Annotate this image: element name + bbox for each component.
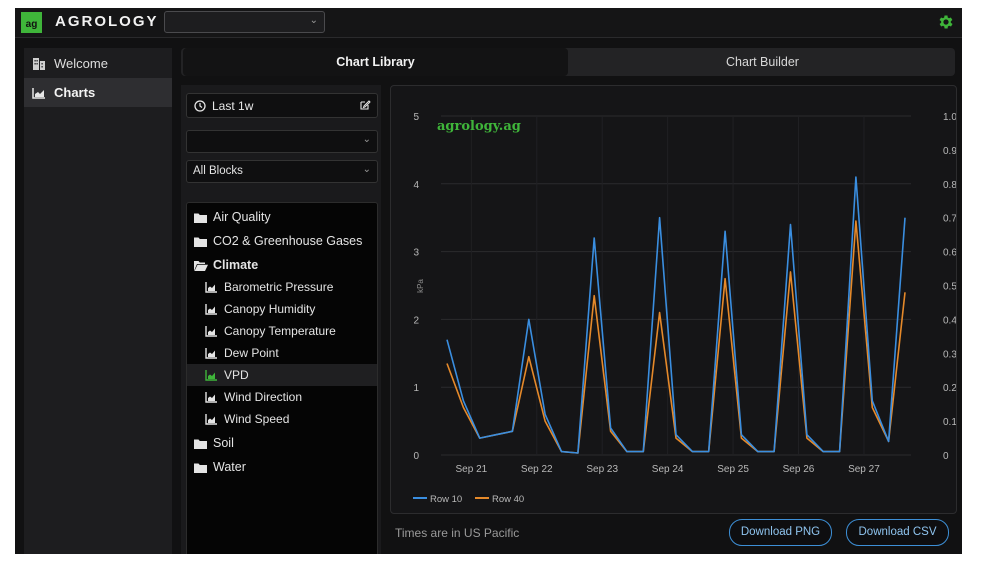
y-axis-label: kPa xyxy=(416,279,425,293)
x-tick-label: Sep 27 xyxy=(848,464,880,475)
top-bar: ag AGROLOGY ⌄ xyxy=(15,8,962,38)
tree-label: Canopy Temperature xyxy=(224,324,336,338)
block-select[interactable]: All Blocks ⌄ xyxy=(186,160,378,183)
app-window: ag AGROLOGY ⌄ Welcome Charts xyxy=(15,8,962,554)
area-chart-icon xyxy=(205,281,217,293)
area-chart-icon xyxy=(205,303,217,315)
download-csv-button[interactable]: Download CSV xyxy=(846,519,949,546)
area-chart-icon xyxy=(32,87,45,99)
tree-folder-water[interactable]: Water xyxy=(187,456,377,478)
y-tick-label: 3 xyxy=(413,248,419,259)
time-range-picker[interactable]: Last 1w xyxy=(186,93,378,118)
tree-label: Dew Point xyxy=(224,346,279,360)
chart-tabs: Chart Library Chart Builder xyxy=(181,48,955,76)
legend-label: Row 10 xyxy=(430,494,462,505)
time-range-label: Last 1w xyxy=(212,98,254,113)
tree-folder-soil[interactable]: Soil xyxy=(187,432,377,454)
tree-label: Barometric Pressure xyxy=(224,280,334,294)
tree-label: CO2 & Greenhouse Gases xyxy=(213,234,363,248)
tree-label: Water xyxy=(213,460,246,474)
tree-label: Soil xyxy=(213,436,234,450)
clock-icon xyxy=(194,99,206,112)
y-tick-label: 0 xyxy=(413,451,419,462)
y2-tick-label: 1.0 xyxy=(943,112,956,123)
chart-watermark: agrology.ag xyxy=(437,119,521,134)
area-chart-icon xyxy=(205,413,217,425)
tree-folder-climate[interactable]: Climate xyxy=(187,254,377,276)
sidebar-item-label: Welcome xyxy=(54,56,108,71)
tree-label: Wind Direction xyxy=(224,390,303,404)
x-tick-label: Sep 22 xyxy=(521,464,553,475)
area-chart-icon xyxy=(205,325,217,337)
vpd-line-chart[interactable]: 0 1 2 3 4 5 0 0.1 0.2 0.3 0.4 0.5 0.6 0.7 0.8 0.9 1.0 kPa… xyxy=(391,86,957,513)
y2-tick-label: 0.3 xyxy=(943,349,956,360)
farm-select[interactable]: ⌄ xyxy=(186,130,378,153)
area-chart-icon xyxy=(205,347,217,359)
tree-item-barometric-pressure[interactable]: Barometric Pressure xyxy=(187,276,377,298)
sidebar: Welcome Charts xyxy=(24,48,172,554)
y2-tick-label: 0.1 xyxy=(943,417,956,428)
sidebar-item-charts[interactable]: Charts xyxy=(24,78,172,107)
tab-chart-builder[interactable]: Chart Builder xyxy=(726,55,799,69)
y2-tick-label: 0.6 xyxy=(943,248,956,259)
x-tick-label: Sep 26 xyxy=(783,464,815,475)
site-select[interactable]: ⌄ xyxy=(164,11,325,33)
y2-tick-label: 0.2 xyxy=(943,383,956,394)
tree-label: VPD xyxy=(224,368,249,382)
tree-folder-co2[interactable]: CO2 & Greenhouse Gases xyxy=(187,230,377,252)
y-tick-label: 4 xyxy=(413,180,419,191)
tree-folder-air-quality[interactable]: Air Quality xyxy=(187,206,377,228)
y2-tick-label: 0.5 xyxy=(943,282,956,293)
chart-panel: 0 1 2 3 4 5 0 0.1 0.2 0.3 0.4 0.5 0.6 0.7 0.8 0.9 1.0 kPa… xyxy=(390,85,957,514)
chart-category-tree: Air Quality CO2 & Greenhouse Gases Clima… xyxy=(186,202,378,554)
tree-label: Climate xyxy=(213,258,259,272)
tree-label: Canopy Humidity xyxy=(224,302,316,316)
tab-chart-library[interactable]: Chart Library xyxy=(183,48,568,76)
y-tick-label: 2 xyxy=(413,315,419,326)
agrology-logo[interactable]: ag xyxy=(21,12,42,33)
x-tick-label: Sep 21 xyxy=(456,464,488,475)
gear-icon[interactable] xyxy=(937,13,955,31)
y-tick-label: 1 xyxy=(413,383,419,394)
folder-icon xyxy=(194,237,207,247)
y2-tick-label: 0.7 xyxy=(943,214,956,225)
chart-library-panel: Last 1w ⌄ All Blocks ⌄ Air Quality CO2 &… xyxy=(181,85,381,554)
timezone-note: Times are in US Pacific xyxy=(395,526,520,540)
x-tick-label: Sep 23 xyxy=(586,464,618,475)
y2-tick-label: 0.9 xyxy=(943,146,956,157)
download-png-button[interactable]: Download PNG xyxy=(729,519,832,546)
chevron-down-icon: ⌄ xyxy=(309,15,318,26)
sidebar-item-welcome[interactable]: Welcome xyxy=(24,49,172,78)
chevron-down-icon: ⌄ xyxy=(362,164,371,175)
folder-icon xyxy=(194,213,207,223)
tree-item-wind-speed[interactable]: Wind Speed xyxy=(187,408,377,430)
block-select-value: All Blocks xyxy=(193,165,243,177)
folder-icon xyxy=(194,463,207,473)
tree-item-vpd[interactable]: VPD xyxy=(187,364,377,386)
building-icon xyxy=(33,58,45,70)
series-line-row-10 xyxy=(446,176,906,454)
x-tick-label: Sep 25 xyxy=(717,464,749,475)
y-tick-label: 5 xyxy=(413,112,419,123)
legend-label: Row 40 xyxy=(492,494,524,505)
x-tick-label: Sep 24 xyxy=(652,464,684,475)
edit-icon[interactable] xyxy=(359,99,371,111)
folder-open-icon xyxy=(194,260,208,271)
tree-item-dew-point[interactable]: Dew Point xyxy=(187,342,377,364)
sidebar-item-label: Charts xyxy=(54,85,96,100)
tree-label: Wind Speed xyxy=(224,412,290,426)
tree-item-canopy-temperature[interactable]: Canopy Temperature xyxy=(187,320,377,342)
area-chart-icon xyxy=(205,369,217,381)
series-line-row-40 xyxy=(446,220,906,454)
folder-icon xyxy=(194,439,207,449)
y2-tick-label: 0.8 xyxy=(943,180,956,191)
tree-item-wind-direction[interactable]: Wind Direction xyxy=(187,386,377,408)
brand-name: AGROLOGY xyxy=(55,13,159,30)
chevron-down-icon: ⌄ xyxy=(362,134,371,145)
tree-label: Air Quality xyxy=(213,210,271,224)
area-chart-icon xyxy=(205,391,217,403)
tree-item-canopy-humidity[interactable]: Canopy Humidity xyxy=(187,298,377,320)
y2-tick-label: 0 xyxy=(943,451,949,462)
y2-tick-label: 0.4 xyxy=(943,315,956,326)
